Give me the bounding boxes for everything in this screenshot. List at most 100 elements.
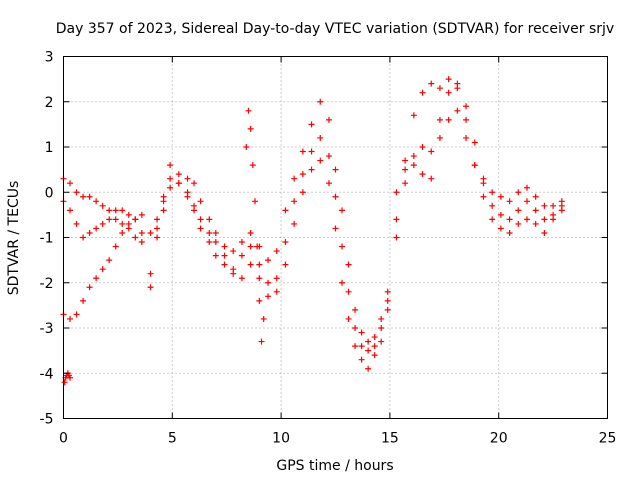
data-point	[258, 338, 265, 345]
data-point	[325, 180, 332, 187]
data-point	[339, 243, 346, 250]
data-point	[550, 202, 557, 209]
data-point	[238, 275, 245, 282]
data-point	[436, 134, 443, 141]
data-point	[515, 220, 522, 227]
data-point	[371, 352, 378, 359]
data-point	[247, 229, 254, 236]
y-tick-label: -4	[40, 366, 54, 382]
data-point	[532, 193, 539, 200]
data-point	[273, 288, 280, 295]
data-point	[358, 343, 365, 350]
data-point	[463, 134, 470, 141]
data-point	[197, 225, 204, 232]
data-point	[541, 229, 548, 236]
data-point	[260, 315, 267, 322]
data-point	[247, 125, 254, 132]
data-point	[365, 338, 372, 345]
data-point	[454, 85, 461, 92]
data-point	[245, 107, 252, 114]
data-point	[445, 116, 452, 123]
data-point	[99, 202, 106, 209]
x-axis-label: GPS time / hours	[276, 458, 393, 474]
data-point	[393, 189, 400, 196]
x-tick-label: 20	[490, 431, 508, 447]
data-point	[221, 261, 228, 268]
data-point	[352, 343, 359, 350]
data-point	[243, 144, 250, 150]
data-point	[317, 98, 324, 105]
data-point	[256, 261, 263, 268]
data-point	[532, 207, 539, 214]
data-point	[378, 338, 385, 345]
data-point	[384, 306, 391, 313]
data-point	[436, 116, 443, 123]
data-point	[112, 207, 119, 214]
series-track-2	[60, 80, 565, 354]
data-point	[249, 162, 256, 169]
data-point	[247, 243, 254, 250]
data-point	[67, 207, 74, 214]
data-point	[506, 198, 513, 205]
data-point	[428, 148, 435, 155]
data-point	[273, 248, 280, 255]
data-point	[308, 121, 315, 128]
data-point	[371, 334, 378, 341]
data-point	[410, 112, 417, 119]
data-point	[489, 202, 496, 209]
data-point	[238, 252, 245, 259]
data-point	[99, 220, 106, 227]
data-point	[138, 239, 145, 246]
y-tick-label: -1	[40, 231, 54, 247]
data-point	[299, 148, 306, 155]
axis-ticks	[63, 56, 608, 419]
data-point	[436, 85, 443, 92]
data-point	[73, 189, 80, 196]
x-tick-label: 5	[168, 431, 177, 447]
data-point	[523, 216, 530, 223]
data-point	[558, 207, 565, 214]
series-track-3	[60, 76, 565, 372]
data-point	[345, 315, 352, 322]
data-point	[497, 225, 504, 232]
data-point	[445, 76, 452, 83]
data-point	[378, 315, 385, 322]
data-point	[365, 347, 372, 354]
y-tick-label: 3	[45, 50, 54, 66]
data-point	[282, 207, 289, 214]
data-point	[463, 103, 470, 110]
data-point	[197, 216, 204, 223]
data-point	[147, 229, 154, 236]
data-point	[497, 211, 504, 218]
data-point	[197, 198, 204, 205]
data-point	[506, 229, 513, 236]
data-point	[489, 189, 496, 196]
data-point	[471, 139, 478, 146]
data-point	[73, 220, 80, 227]
data-point	[410, 153, 417, 160]
data-point	[393, 216, 400, 223]
data-point	[147, 284, 154, 291]
data-point	[480, 193, 487, 200]
data-point	[167, 175, 174, 182]
data-point	[80, 193, 87, 200]
data-point	[454, 107, 461, 114]
data-point	[160, 193, 167, 200]
data-point	[352, 325, 359, 331]
data-point	[191, 180, 198, 187]
data-point	[445, 89, 452, 96]
data-point	[282, 239, 289, 246]
data-point	[371, 343, 378, 350]
data-point	[345, 288, 352, 295]
data-point	[191, 202, 198, 209]
y-tick-label: 2	[45, 95, 54, 111]
data-point	[61, 379, 68, 386]
data-point	[308, 148, 315, 155]
data-point	[325, 153, 332, 160]
data-point	[86, 193, 93, 200]
data-point	[167, 162, 174, 169]
data-point	[532, 220, 539, 227]
data-point	[358, 356, 365, 363]
data-point	[206, 239, 213, 246]
data-point	[230, 248, 237, 255]
